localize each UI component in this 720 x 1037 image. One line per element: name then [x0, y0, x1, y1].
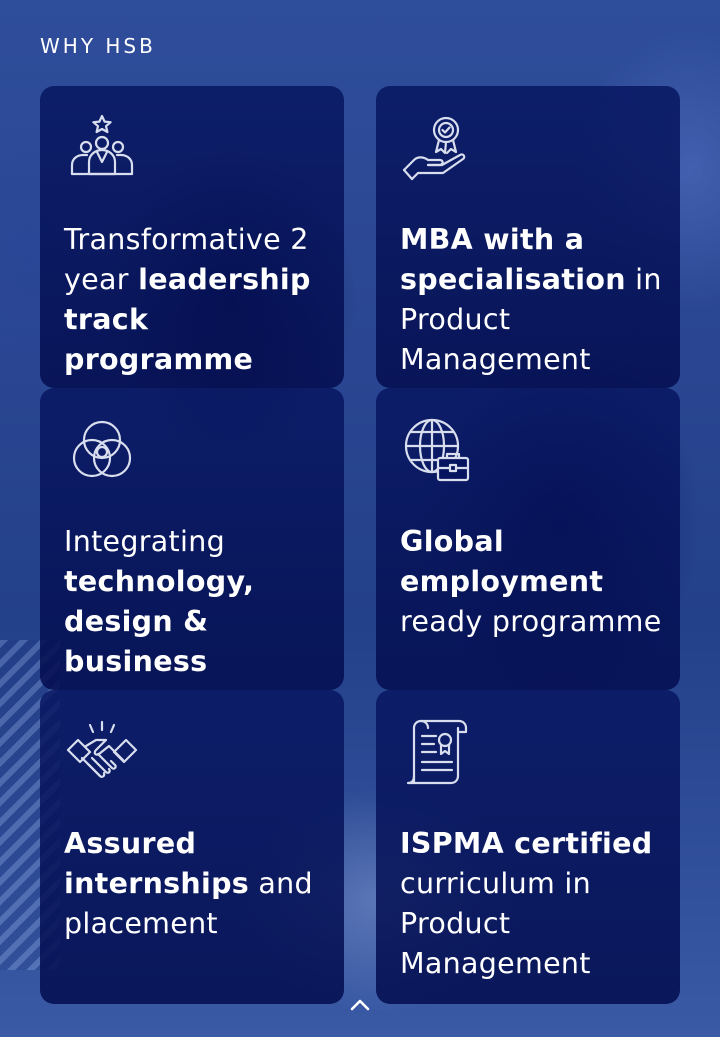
feature-card-text: Global employment ready programme: [400, 522, 670, 642]
feature-card-integrating: Integrating technology, design & busines…: [40, 388, 344, 690]
card-text-regular: ready programme: [400, 605, 662, 638]
card-text-bold: ISPMA certified: [400, 827, 653, 860]
feature-card-text: MBA with a specialisation in Product Man…: [400, 220, 670, 380]
card-text-bold: Global employment: [400, 525, 604, 598]
certificate-scroll-icon: [400, 716, 476, 792]
card-text-bold: leadership track programme: [64, 263, 311, 376]
team-star-icon: [64, 112, 140, 188]
award-in-hand-icon: [400, 112, 476, 188]
feature-card-text: ISPMA certified curriculum in Product Ma…: [400, 824, 670, 984]
venn-circles-icon: [64, 414, 140, 490]
card-text-bold: MBA with a specialisation: [400, 223, 626, 296]
feature-card-ispma: ISPMA certified curriculum in Product Ma…: [376, 690, 680, 1004]
card-text-regular: Transformative 2 year: [64, 223, 309, 296]
card-text-bold: technology, design & business: [64, 565, 255, 678]
feature-card-text: Assured internships and placement: [64, 824, 334, 944]
globe-briefcase-icon: [400, 414, 476, 490]
feature-card-text: Integrating technology, design & busines…: [64, 522, 334, 682]
feature-card-text: Transformative 2 year leadership track p…: [64, 220, 334, 380]
card-text-regular: and placement: [64, 867, 313, 940]
card-text-regular: in Product Management: [400, 263, 662, 376]
feature-card-leadership: Transformative 2 year leadership track p…: [40, 86, 344, 388]
card-text-regular: curriculum in Product Management: [400, 867, 592, 980]
chevron-up-icon[interactable]: [349, 996, 371, 1011]
section-eyebrow: WHY HSB: [40, 34, 156, 58]
feature-card-internships: Assured internships and placement: [40, 690, 344, 1004]
card-text-regular: Integrating: [64, 525, 225, 558]
feature-card-mba: MBA with a specialisation in Product Man…: [376, 86, 680, 388]
card-text-bold: Assured internships: [64, 827, 250, 900]
handshake-icon: [64, 716, 140, 792]
feature-card-global: Global employment ready programme: [376, 388, 680, 690]
